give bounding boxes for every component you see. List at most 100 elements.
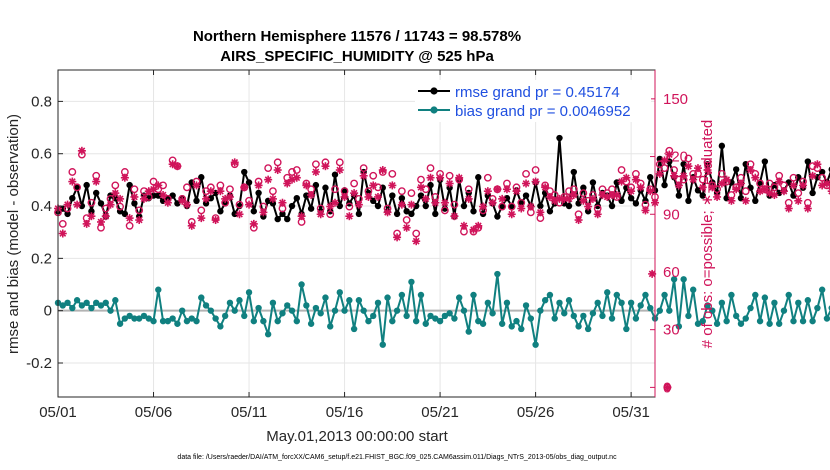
series-0-point [403,208,410,215]
possible-obs-point [359,164,368,173]
possible-obs-point [101,204,110,213]
series-0-point [193,197,200,204]
evaluated-obs-point [68,177,77,186]
evaluated-obs-point [655,169,664,178]
series-0-point [69,194,76,202]
evaluated-obs-point [393,233,402,242]
series-1-point [666,307,673,314]
y2-tick-label: 120 [663,149,688,166]
x-tick-label: 05/01 [39,404,77,421]
y-axis-label: rmse and bias (model - observation) [5,114,22,354]
series-1-point [647,304,654,312]
evaluated-obs-point [545,192,554,201]
evaluated-obs-point [63,200,72,209]
series-1-point [327,323,334,330]
evaluated-obs-point [292,173,301,182]
series-1-point [284,302,291,309]
series-0-point [121,210,129,218]
evaluated-obs-point [354,200,363,209]
y-tick-label: 0 [44,303,52,320]
series-1-point [479,320,487,327]
series-1-point [623,325,630,333]
possible-obs-point [326,210,335,219]
series-1-point [365,317,372,325]
possible-obs-point [68,168,77,176]
evaluated-obs-point [73,200,82,209]
series-0-point [761,158,769,165]
series-0-point [584,208,592,215]
evaluated-obs-point [708,183,717,192]
series-1-point [690,286,697,293]
evaluated-obs-point [202,194,211,203]
series-1-point [446,310,453,317]
series-1-point [150,317,157,325]
evaluated-obs-point [135,216,144,225]
series-1-point [398,291,406,299]
evaluated-obs-point [641,206,650,215]
series-0-point [413,202,420,210]
series-1-point [264,331,272,338]
evaluated-obs-point [302,181,311,190]
series-1-point [618,299,625,307]
series-0-point [73,184,81,191]
series-1-point [413,317,420,325]
series-0-point [608,202,616,210]
series-0-point [647,174,654,181]
series-1-point [484,299,492,307]
evaluated-obs-point [722,175,731,184]
series-1-point [159,317,167,325]
possible-obs-point [125,221,134,230]
x-tick-label: 05/06 [135,404,173,421]
possible-obs-point [264,164,273,173]
evaluated-obs-point [96,217,105,226]
series-0-point [565,202,573,210]
possible-obs-point [116,202,124,211]
possible-obs-point [130,185,139,194]
evaluated-obs-point [507,210,516,219]
series-1-point [403,312,410,320]
possible-obs-point [660,164,669,173]
evaluated-obs-point [746,166,755,175]
evaluated-obs-point [808,171,817,180]
series-0-point [336,202,343,210]
evaluated-obs-point [206,187,215,196]
series-0-point [331,171,339,178]
series-1-point [88,304,95,312]
y-tick-label: 0.6 [31,146,52,163]
evaluated-obs-point [493,185,502,194]
possible-obs-point [756,179,764,188]
series-0-point [97,200,105,207]
series-1-point [174,320,181,327]
series-1-point [809,317,816,325]
possible-obs-point [818,173,827,182]
evaluated-obs-point [526,202,535,211]
series-1-point [737,320,745,327]
evaluated-obs-point [106,200,115,209]
evaluated-obs-point [674,181,683,190]
evaluated-obs-point [436,173,445,182]
series-0-point [685,197,692,204]
evaluated-obs-point [297,212,306,221]
evaluated-obs-point [794,196,803,205]
x-tick-label: 05/31 [612,404,650,421]
series-1-point [704,302,711,309]
series-1-point [97,302,105,309]
evaluated-obs-point [92,177,101,186]
y2-tick-label: 60 [663,264,680,281]
series-1-point [350,325,358,333]
series-1-point [747,304,754,312]
series-0-point [737,194,745,202]
series-1-point [83,299,90,307]
series-1-point [245,289,253,296]
series-1-point [594,299,601,307]
y2-tick-label: 150 [663,91,688,108]
series-1-point [632,315,640,322]
evaluated-obs-point [689,175,698,184]
series-1-point [761,294,769,301]
series-1-point [78,302,86,309]
series-0-point [470,208,477,215]
series-1-point [274,317,281,325]
evaluated-obs-point [159,191,168,200]
evaluated-obs-point [369,181,378,190]
evaluated-obs-point [373,192,382,201]
